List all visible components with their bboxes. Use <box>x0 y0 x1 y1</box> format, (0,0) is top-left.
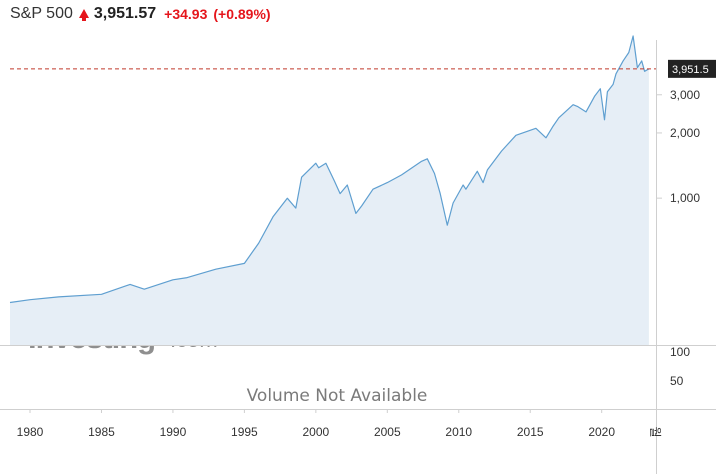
axis-layer: 3,000 2,000 1,000 100 50 1980 1985 1990 1995 2000… <box>0 40 716 474</box>
x-tick-label: 2010 <box>445 425 472 439</box>
volume-tick-label: 50 <box>670 374 684 388</box>
x-tick-label: 2000 <box>302 425 329 439</box>
up-arrow-icon <box>78 8 89 21</box>
last-price: 3,951.57 <box>93 5 157 22</box>
x-tick-label: 2015 <box>517 425 544 439</box>
volume-not-available-text: Volume Not Available <box>247 386 428 406</box>
x-tick-label: 1990 <box>160 425 187 439</box>
price-line <box>9 35 650 304</box>
x-tick-label: 1995 <box>231 425 258 439</box>
last-price-badge <box>668 59 716 78</box>
last-price-badge-text: 3,951.5 <box>672 64 709 76</box>
y-tick-label: 3,000 <box>670 88 700 102</box>
x-tick-label: 월 <box>648 426 662 437</box>
reference-layer: 3,951.5 <box>10 59 716 78</box>
volume-tick-label: 100 <box>670 345 690 359</box>
x-tick-label: 1980 <box>17 425 44 439</box>
symbol-name: S&P 500 <box>10 5 73 22</box>
x-tick-label: 2020 <box>588 425 615 439</box>
y-tick-label: 2,000 <box>670 126 700 140</box>
x-tick-label: 1985 <box>88 425 115 439</box>
x-tick-label: 2005 <box>374 425 401 439</box>
price-area-fill <box>10 36 649 345</box>
price-change-percent: (+0.89%) <box>213 6 271 22</box>
y-tick-label: 1,000 <box>670 191 700 205</box>
area-layer <box>9 35 650 345</box>
quote-header: S&P 500 3,951.57 +34.93 (+0.89%) <box>10 3 271 25</box>
price-change: +34.93 <box>164 6 208 22</box>
